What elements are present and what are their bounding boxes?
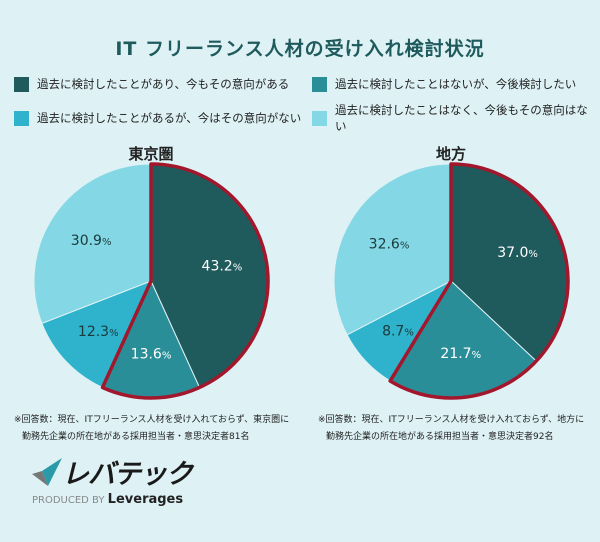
legend: 過去に検討したことがあり、今もその意向がある 過去に検討したことはないが、今後検…: [14, 76, 594, 134]
footnote-regional: ※回答数：現在、ITフリーランス人材を受け入れておらず、地方に 勤務先企業の所在…: [318, 412, 584, 446]
slice-label: 12.3%: [78, 324, 119, 340]
slice-label: 43.2%: [202, 259, 243, 275]
produced-by: PRODUCED BY Leverages: [32, 492, 183, 507]
footnote-line: ※回答数：現在、ITフリーランス人材を受け入れておらず、東京圏に: [14, 415, 290, 425]
legend-swatch: [14, 110, 29, 126]
legend-item: 過去に検討したことはなく、今後もその意向はない: [312, 102, 594, 134]
slice-label: 21.7%: [440, 346, 481, 362]
legend-swatch: [312, 76, 327, 92]
slice-label: 8.7%: [382, 323, 414, 339]
company-name: Leverages: [107, 492, 184, 507]
footnote-line: 勤務先企業の所在地がある採用担当者・意思決定者92名: [326, 432, 554, 442]
produced-by-label: PRODUCED BY: [32, 495, 105, 506]
pie-title-regional: 地方: [435, 145, 466, 163]
logo-wordmark: レバテック: [62, 459, 193, 490]
footnote-tokyo: ※回答数：現在、ITフリーランス人材を受け入れておらず、東京圏に 勤務先企業の所…: [14, 412, 289, 446]
checkmark-logo-icon: [32, 458, 62, 486]
highlight-outline: [388, 162, 570, 400]
chart-title: IT フリーランス人材の受け入れ検討状況: [115, 38, 485, 60]
legend-label: 過去に検討したことはなく、今後もその意向はない: [335, 103, 588, 133]
slice-label: 32.6%: [369, 236, 410, 252]
legend-item: 過去に検討したことはないが、今後検討したい: [312, 76, 594, 92]
legend-label: 過去に検討したことはないが、今後検討したい: [335, 77, 577, 91]
legend-item: 過去に検討したことがあるが、今はその意向がない: [14, 102, 312, 134]
legend-item: 過去に検討したことがあり、今もその意向がある: [14, 76, 312, 92]
legend-label: 過去に検討したことがあるが、今はその意向がない: [37, 111, 302, 125]
pie-slice: [41, 280, 152, 389]
legend-swatch: [312, 110, 327, 126]
slice-label: 37.0%: [497, 245, 538, 261]
legend-swatch: [14, 76, 29, 92]
slice-label: 30.9%: [71, 233, 112, 249]
pie-slice: [333, 163, 452, 336]
pie-slice: [33, 163, 152, 325]
footnote-line: ※回答数：現在、ITフリーランス人材を受け入れておらず、地方に: [318, 415, 585, 425]
legend-label: 過去に検討したことがあり、今もその意向がある: [37, 77, 290, 91]
highlight-outline: [100, 162, 270, 400]
footnote-line: 勤務先企業の所在地がある採用担当者・意思決定者81名: [22, 432, 250, 442]
slice-label: 13.6%: [131, 347, 172, 363]
pie-title-tokyo: 東京圏: [128, 145, 174, 163]
